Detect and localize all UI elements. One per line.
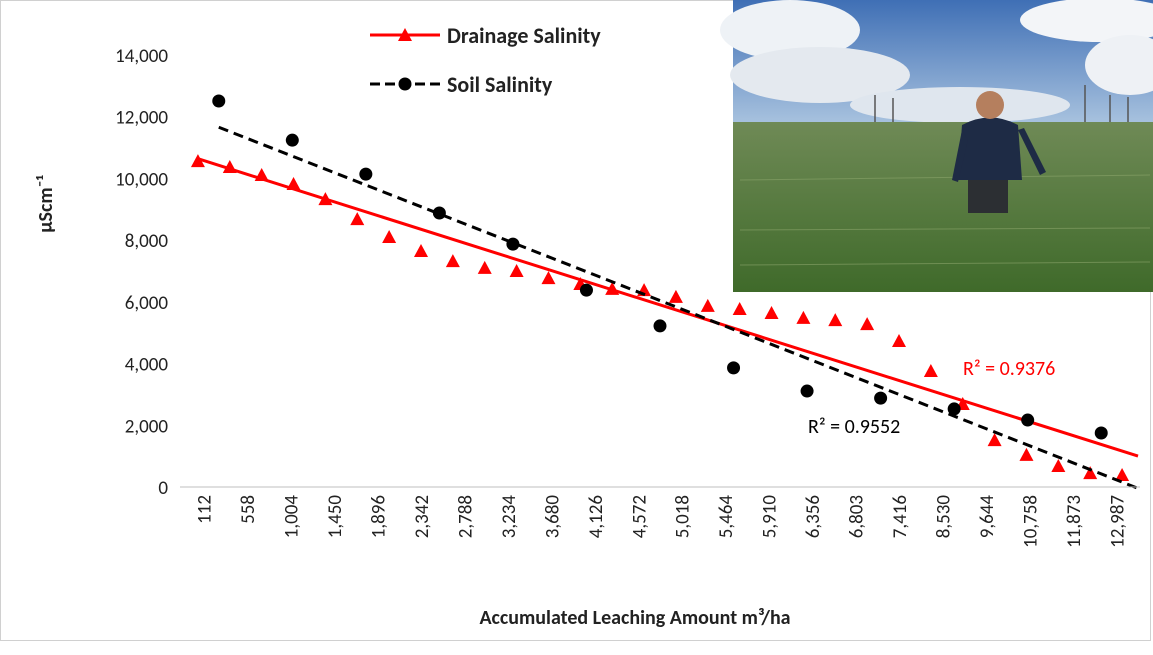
y-tick-label: 8,000 bbox=[125, 230, 169, 253]
data-point bbox=[506, 238, 519, 251]
y-tick-label: 2,000 bbox=[125, 415, 169, 438]
x-tick-label: 12,987 bbox=[1106, 495, 1129, 548]
x-tick-label: 112 bbox=[194, 495, 217, 524]
data-point bbox=[654, 319, 667, 332]
x-tick-label: 9,644 bbox=[976, 495, 999, 539]
data-point bbox=[1095, 427, 1108, 440]
data-point bbox=[948, 402, 961, 415]
x-tick-label: 8,530 bbox=[932, 495, 955, 539]
x-tick-label: 1,004 bbox=[281, 495, 304, 539]
x-tick-label: 7,416 bbox=[889, 495, 912, 538]
data-point bbox=[801, 385, 814, 398]
x-tick-label: 6,356 bbox=[802, 495, 825, 538]
trend-label: R² = 0.9376 bbox=[963, 357, 1055, 381]
y-tick-label: 14,000 bbox=[115, 45, 168, 68]
trend-label: R² = 0.9552 bbox=[808, 415, 900, 439]
x-tick-label: 2,342 bbox=[411, 495, 434, 538]
x-axis-label: Accumulated Leaching Amount m³/ha bbox=[479, 606, 790, 630]
y-tick-label: 10,000 bbox=[115, 168, 168, 191]
x-tick-label: 3,680 bbox=[541, 495, 564, 539]
chart: 0 2,000 4,000 6,000 8,000 10,000 12,000 14,000 1… bbox=[0, 0, 1153, 650]
data-point bbox=[874, 392, 887, 405]
x-tick-label: 10,758 bbox=[1019, 495, 1042, 548]
data-point bbox=[580, 284, 593, 297]
x-tick-label: 6,803 bbox=[846, 495, 869, 538]
x-tick-label: 558 bbox=[237, 495, 260, 524]
data-point bbox=[212, 94, 225, 107]
y-tick-label: 0 bbox=[158, 477, 168, 500]
photo bbox=[720, 0, 1153, 292]
x-tick-label: 1,450 bbox=[324, 495, 347, 539]
x-tick-label: 5,464 bbox=[715, 495, 738, 539]
y-tick-label: 6,000 bbox=[125, 292, 169, 315]
x-tick-label: 4,572 bbox=[628, 495, 651, 538]
x-tick-label: 1,896 bbox=[368, 495, 391, 538]
legend-label: Drainage Salinity bbox=[447, 22, 601, 49]
x-tick-label: 11,873 bbox=[1063, 495, 1086, 548]
data-point bbox=[359, 168, 372, 181]
x-tick-label: 4,126 bbox=[585, 495, 608, 538]
y-axis-label: μScm⁻¹ bbox=[34, 175, 58, 232]
x-tick-label: 5,018 bbox=[672, 495, 695, 538]
x-tick-label: 2,788 bbox=[454, 495, 477, 538]
legend-label: Soil Salinity bbox=[447, 71, 553, 98]
data-point bbox=[1021, 414, 1034, 427]
data-point bbox=[727, 361, 740, 374]
y-tick-label: 4,000 bbox=[125, 354, 169, 377]
x-tick-label: 3,234 bbox=[498, 495, 521, 539]
x-tick-label: 5,910 bbox=[759, 495, 782, 539]
data-point bbox=[286, 134, 299, 147]
y-tick-label: 12,000 bbox=[115, 107, 168, 130]
page: {"chart_data": {"type": "scatter", "x_la… bbox=[0, 0, 1153, 655]
data-point bbox=[433, 206, 446, 219]
